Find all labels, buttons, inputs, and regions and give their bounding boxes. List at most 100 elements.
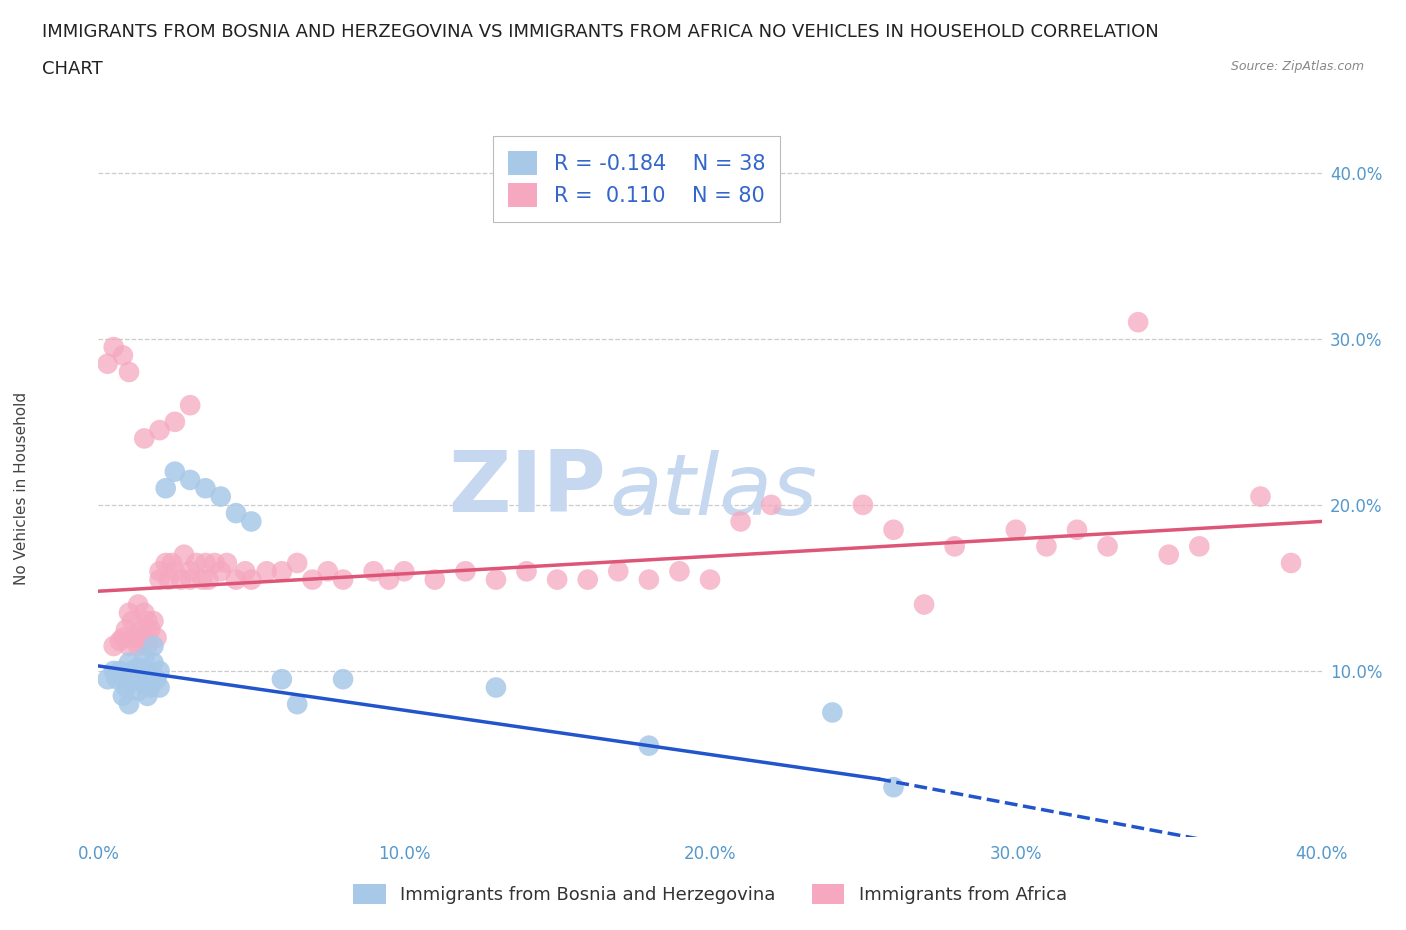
Point	[160, 555, 183, 570]
Point	[270, 671, 292, 686]
Point	[118, 365, 141, 379]
Point	[1066, 523, 1088, 538]
Point	[912, 597, 935, 612]
Point	[1004, 523, 1026, 538]
Point	[194, 555, 217, 570]
Point	[378, 572, 401, 587]
Point	[240, 572, 263, 587]
Point	[233, 564, 256, 578]
Point	[118, 605, 141, 620]
Point	[215, 555, 238, 570]
Point	[97, 671, 120, 686]
Point	[179, 572, 201, 587]
Point	[163, 415, 186, 430]
Point	[668, 564, 690, 578]
Point	[111, 631, 134, 645]
Point	[179, 398, 201, 413]
Point	[149, 422, 172, 438]
Point	[115, 622, 138, 637]
Point	[883, 523, 905, 538]
Point	[194, 481, 217, 496]
Point	[127, 660, 149, 675]
Point	[170, 572, 193, 587]
Point	[546, 572, 568, 587]
Point	[108, 663, 131, 678]
Point	[105, 671, 128, 686]
Text: ZIP: ZIP	[449, 446, 606, 530]
Point	[111, 348, 134, 363]
Point	[301, 572, 323, 587]
Point	[332, 671, 354, 686]
Point	[163, 564, 186, 578]
Point	[270, 564, 292, 578]
Point	[179, 472, 201, 487]
Point	[111, 688, 134, 703]
Point	[115, 680, 138, 695]
Point	[127, 684, 149, 698]
Point	[136, 688, 159, 703]
Text: atlas: atlas	[610, 450, 818, 533]
Point	[485, 572, 508, 587]
Point	[139, 680, 162, 695]
Point	[145, 631, 167, 645]
Point	[142, 639, 165, 654]
Point	[134, 631, 156, 645]
Point	[759, 498, 782, 512]
Point	[124, 671, 146, 686]
Point	[699, 572, 721, 587]
Point	[209, 489, 232, 504]
Point	[1128, 314, 1150, 329]
Point	[139, 622, 162, 637]
Point	[134, 431, 156, 445]
Text: CHART: CHART	[42, 60, 103, 78]
Point	[97, 356, 120, 371]
Point	[204, 555, 226, 570]
Point	[163, 464, 186, 479]
Point	[136, 663, 159, 678]
Point	[1035, 539, 1057, 554]
Point	[103, 663, 125, 678]
Point	[157, 572, 180, 587]
Point	[149, 663, 172, 678]
Text: IMMIGRANTS FROM BOSNIA AND HERZEGOVINA VS IMMIGRANTS FROM AFRICA NO VEHICLES IN : IMMIGRANTS FROM BOSNIA AND HERZEGOVINA V…	[42, 23, 1159, 41]
Point	[1279, 555, 1302, 570]
Point	[454, 564, 477, 578]
Point	[118, 671, 141, 686]
Point	[363, 564, 385, 578]
Point	[852, 498, 875, 512]
Point	[136, 639, 159, 654]
Point	[225, 572, 247, 587]
Point	[134, 677, 156, 692]
Point	[142, 655, 165, 670]
Point	[943, 539, 966, 554]
Point	[179, 564, 201, 578]
Y-axis label: No Vehicles in Household: No Vehicles in Household	[14, 392, 30, 585]
Point	[103, 639, 125, 654]
Point	[127, 639, 149, 654]
Point	[155, 481, 177, 496]
Point	[121, 614, 143, 629]
Point	[516, 564, 538, 578]
Point	[637, 738, 661, 753]
Point	[1157, 547, 1180, 562]
Point	[1188, 539, 1211, 554]
Point	[108, 633, 131, 648]
Point	[392, 564, 416, 578]
Point	[186, 555, 208, 570]
Point	[145, 671, 167, 686]
Point	[173, 547, 195, 562]
Point	[191, 572, 214, 587]
Point	[118, 697, 141, 711]
Point	[103, 339, 125, 354]
Point	[637, 572, 661, 587]
Point	[225, 506, 247, 521]
Text: Source: ZipAtlas.com: Source: ZipAtlas.com	[1230, 60, 1364, 73]
Point	[121, 663, 143, 678]
Point	[285, 555, 308, 570]
Point	[134, 650, 156, 665]
Point	[129, 622, 152, 637]
Point	[256, 564, 278, 578]
Point	[136, 614, 159, 629]
Point	[821, 705, 844, 720]
Point	[1249, 489, 1271, 504]
